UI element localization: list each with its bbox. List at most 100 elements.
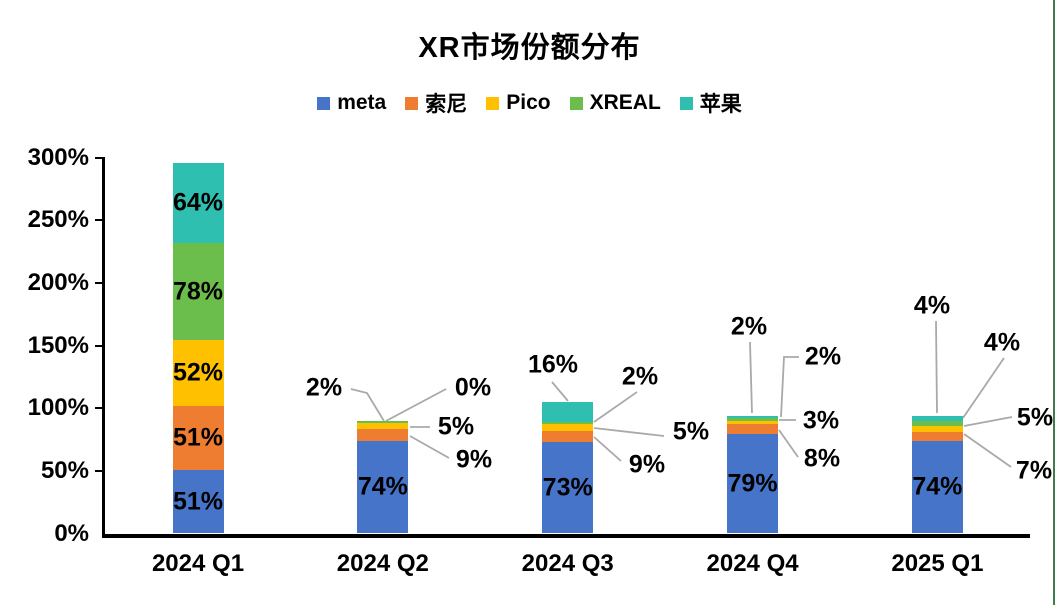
bar-value-label: 64% [172, 188, 224, 217]
bar-segment-XREAL [172, 242, 224, 341]
bar-segment-索尼 [911, 431, 963, 441]
chart-title: XR市场份额分布 [418, 32, 641, 64]
leader-line [593, 391, 638, 423]
legend-item-XREAL: XREAL [569, 91, 661, 115]
bar-segment-索尼 [172, 405, 224, 470]
bar-segment-XREAL [357, 420, 409, 424]
bar-segment-苹果 [911, 415, 963, 421]
leader-line [963, 433, 1012, 468]
y-axis-tick-mark [95, 281, 103, 284]
callout-label-苹果: 4% [913, 291, 951, 320]
leader-line [350, 388, 385, 422]
bar-segment-Pico [542, 424, 594, 431]
bar-segment-索尼 [357, 429, 409, 441]
y-axis-tick-label: 250% [27, 206, 89, 234]
bar-segment-meta [727, 434, 779, 534]
bar-segment-Pico [357, 423, 409, 430]
bar-segment-Pico [727, 420, 779, 425]
bar-value-label: 51% [172, 487, 224, 516]
bar-segment-meta [172, 469, 224, 534]
legend-label: Pico [506, 91, 551, 114]
y-axis-tick-mark [95, 407, 103, 410]
legend-swatch-icon [486, 96, 500, 110]
y-axis-tick-mark [95, 156, 103, 159]
legend-item-苹果: 苹果 [679, 88, 742, 118]
bar-segment-XREAL [727, 418, 779, 421]
bar-segment-苹果 [542, 401, 594, 422]
leader-line [963, 416, 1013, 427]
legend-item-索尼: 索尼 [405, 88, 467, 118]
callout-label-XREAL: 2% [621, 362, 659, 391]
callout-label-苹果: 16% [527, 350, 579, 379]
bar-segment-XREAL [542, 421, 594, 425]
bar-segment-索尼 [727, 424, 779, 435]
bar-segment-meta [911, 440, 963, 534]
bar-segment-meta [357, 440, 409, 534]
y-axis-tick-mark [95, 344, 103, 347]
legend-label: XREAL [589, 91, 661, 114]
leader-line [593, 436, 622, 462]
bar-segment-索尼 [542, 430, 594, 442]
callout-label-Pico: 5% [672, 417, 710, 446]
y-axis-tick-label: 0% [54, 519, 89, 547]
y-axis-line [102, 157, 105, 538]
callout-label-索尼: 8% [803, 444, 841, 473]
callout-label-XREAL: 2% [305, 373, 343, 402]
x-axis-label: 2025 Q1 [891, 550, 984, 577]
legend-swatch-icon [405, 96, 419, 110]
y-axis-tick-label: 100% [27, 394, 89, 422]
callout-label-XREAL: 4% [983, 328, 1021, 357]
callout-label-苹果: 0% [454, 373, 492, 402]
x-axis-label: 2024 Q3 [521, 550, 614, 577]
bar-value-label: 78% [172, 277, 224, 306]
y-axis-tick-label: 300% [27, 143, 89, 171]
callout-label-XREAL: 2% [804, 342, 842, 371]
y-axis-tick-label: 200% [27, 268, 89, 296]
callout-label-索尼: 7% [1015, 456, 1053, 485]
bar-segment-苹果 [172, 162, 224, 243]
callout-label-索尼: 9% [455, 445, 493, 474]
bar-segment-Pico [911, 425, 963, 432]
y-axis-tick-mark [95, 469, 103, 472]
legend-swatch-icon [679, 96, 693, 110]
bar-segment-XREAL [911, 420, 963, 426]
callout-label-索尼: 9% [628, 450, 666, 479]
y-axis-tick-label: 50% [40, 456, 89, 484]
x-axis-label: 2024 Q2 [336, 550, 429, 577]
bar-value-label: 73% [542, 473, 593, 502]
leader-line [749, 341, 753, 414]
callout-label-Pico: 5% [1016, 403, 1054, 432]
y-axis-tick-label: 150% [27, 331, 89, 359]
legend-item-meta: meta [317, 91, 386, 115]
x-axis-line [102, 533, 1030, 538]
legend-swatch-icon [569, 96, 583, 110]
bar-value-label: 51% [172, 423, 224, 452]
bar-segment-苹果 [727, 415, 779, 419]
leader-line [551, 381, 569, 402]
callout-label-Pico: 3% [802, 406, 840, 435]
legend-label: meta [337, 91, 387, 114]
leader-line [935, 320, 938, 414]
leader-line [962, 357, 1005, 419]
legend-label: 索尼 [425, 93, 468, 116]
y-axis-tick-mark [95, 219, 103, 222]
leader-line [778, 429, 799, 458]
legend-swatch-icon [317, 96, 331, 110]
x-axis-label: 2024 Q1 [151, 550, 245, 577]
leader-line [593, 427, 665, 437]
leader-line [780, 356, 799, 418]
x-axis-label: 2024 Q4 [706, 550, 799, 577]
legend-item-Pico: Pico [486, 91, 551, 115]
bar-value-label: 74% [357, 472, 408, 501]
callout-label-苹果: 2% [730, 312, 768, 341]
right-edge-line [1053, 0, 1055, 605]
bar-value-label: 52% [172, 358, 224, 387]
legend-label: 苹果 [699, 93, 742, 116]
bar-value-label: 74% [912, 472, 963, 501]
callout-label-Pico: 5% [437, 412, 475, 441]
legend: meta 索尼 Pico XREAL 苹果 [0, 88, 1059, 118]
bar-segment-Pico [172, 340, 224, 406]
bar-segment-meta [542, 442, 594, 534]
bar-value-label: 79% [727, 469, 778, 498]
